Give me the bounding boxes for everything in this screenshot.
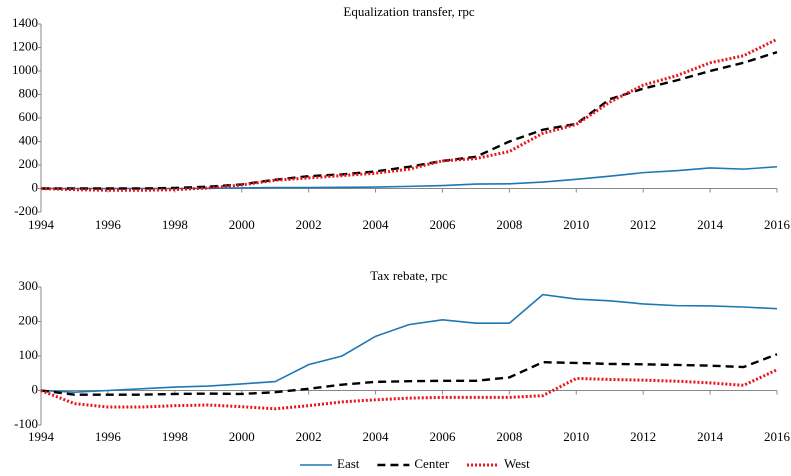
series-line <box>40 293 778 394</box>
y-tick-label: 1200 <box>12 38 38 53</box>
x-tick-label: 2010 <box>563 429 589 444</box>
y-tick-label: 800 <box>19 85 39 100</box>
x-tick-label: 2014 <box>697 429 724 444</box>
y-tick-label: 200 <box>19 312 39 327</box>
x-tick-label: 2000 <box>229 429 255 444</box>
y-tick-label: 300 <box>19 278 39 293</box>
series-line <box>41 51 778 190</box>
y-tick-label: 400 <box>19 132 39 147</box>
x-tick-label: 2012 <box>630 217 656 232</box>
x-tick-label: 2004 <box>363 217 390 232</box>
y-tick-label: 1000 <box>12 62 38 77</box>
y-tick-label: 100 <box>19 347 39 362</box>
x-tick-label: 2016 <box>764 429 791 444</box>
chart-title: Tax rebate, rpc <box>370 268 448 283</box>
x-tick-label: 1996 <box>95 429 122 444</box>
x-tick-label: 2002 <box>296 217 322 232</box>
y-tick-label: 600 <box>19 109 39 124</box>
x-tick-label: 2004 <box>363 429 390 444</box>
series-line <box>40 353 778 396</box>
x-tick-label: 1994 <box>28 429 55 444</box>
x-tick-label: 2008 <box>496 217 522 232</box>
x-tick-label: 2010 <box>563 217 589 232</box>
x-tick-label: 2002 <box>296 429 322 444</box>
chart-title: Equalization transfer, rpc <box>343 4 474 19</box>
y-tick-label: -100 <box>14 416 38 431</box>
y-tick-label: 0 <box>32 381 39 396</box>
legend-label: Center <box>414 456 449 471</box>
x-tick-label: 2006 <box>429 429 456 444</box>
x-tick-label: 2006 <box>429 217 456 232</box>
y-tick-label: -200 <box>14 203 38 218</box>
x-tick-label: 2000 <box>229 217 255 232</box>
series-line <box>40 37 778 192</box>
x-tick-label: 1998 <box>162 217 188 232</box>
x-tick-label: 1998 <box>162 429 188 444</box>
legend-label: East <box>337 456 360 471</box>
x-tick-label: 2012 <box>630 429 656 444</box>
x-tick-label: 2008 <box>496 429 522 444</box>
y-tick-label: 0 <box>32 179 39 194</box>
legend-label: West <box>504 456 530 471</box>
x-tick-label: 2014 <box>697 217 724 232</box>
y-tick-label: 200 <box>19 156 39 171</box>
x-tick-label: 1994 <box>28 217 55 232</box>
y-tick-label: 1400 <box>12 15 38 30</box>
series-line <box>40 368 778 411</box>
x-tick-label: 1996 <box>95 217 122 232</box>
x-tick-label: 2016 <box>764 217 791 232</box>
